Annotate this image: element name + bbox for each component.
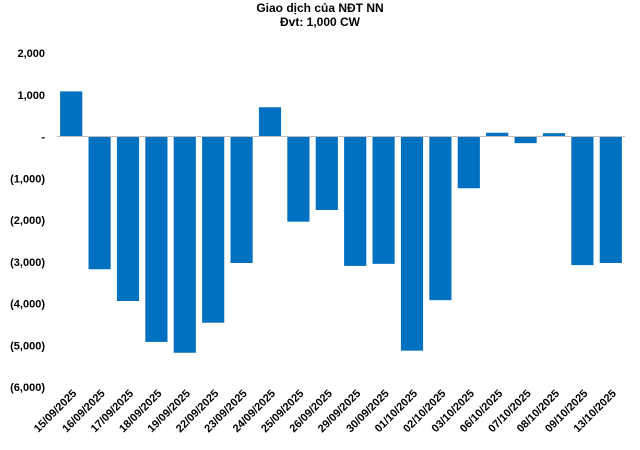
bar — [145, 136, 168, 342]
y-tick-label: (5,000) — [10, 340, 45, 352]
bar — [429, 136, 452, 301]
bar — [542, 133, 566, 137]
bar — [457, 136, 480, 189]
y-tick-label: 2,000 — [17, 48, 45, 60]
bar — [372, 136, 395, 264]
y-tick-label: 1,000 — [17, 90, 45, 102]
y-axis-tick-labels: 2,000 1,000 - (1,000) (2,000) (3,000) (4,000) (… — [10, 48, 45, 394]
chart-title: Giao dịch của NĐT NN — [256, 1, 384, 15]
bar — [400, 136, 424, 351]
bar — [60, 91, 83, 137]
bar — [344, 136, 367, 266]
bars-group — [60, 91, 622, 353]
y-tick-label: - — [41, 132, 45, 144]
y-tick-label: (2,000) — [10, 215, 45, 227]
bar — [599, 136, 622, 263]
bar — [258, 107, 282, 137]
bar — [202, 136, 225, 323]
bar — [514, 136, 537, 144]
bar — [230, 136, 253, 263]
bar — [287, 136, 310, 222]
bar — [486, 132, 509, 137]
x-axis-tick-labels: 15/09/202516/09/202517/09/202518/09/2025… — [32, 388, 619, 435]
y-tick-label: (3,000) — [10, 257, 45, 269]
bar — [88, 136, 111, 270]
bar — [571, 136, 594, 266]
y-tick-label: (6,000) — [10, 382, 45, 394]
chart-subtitle: Đvt: 1,000 CW — [279, 15, 361, 29]
bar — [116, 136, 140, 301]
bar — [173, 136, 196, 353]
y-tick-label: (1,000) — [10, 173, 45, 185]
y-tick-label: (4,000) — [10, 299, 45, 311]
bar — [315, 136, 338, 210]
